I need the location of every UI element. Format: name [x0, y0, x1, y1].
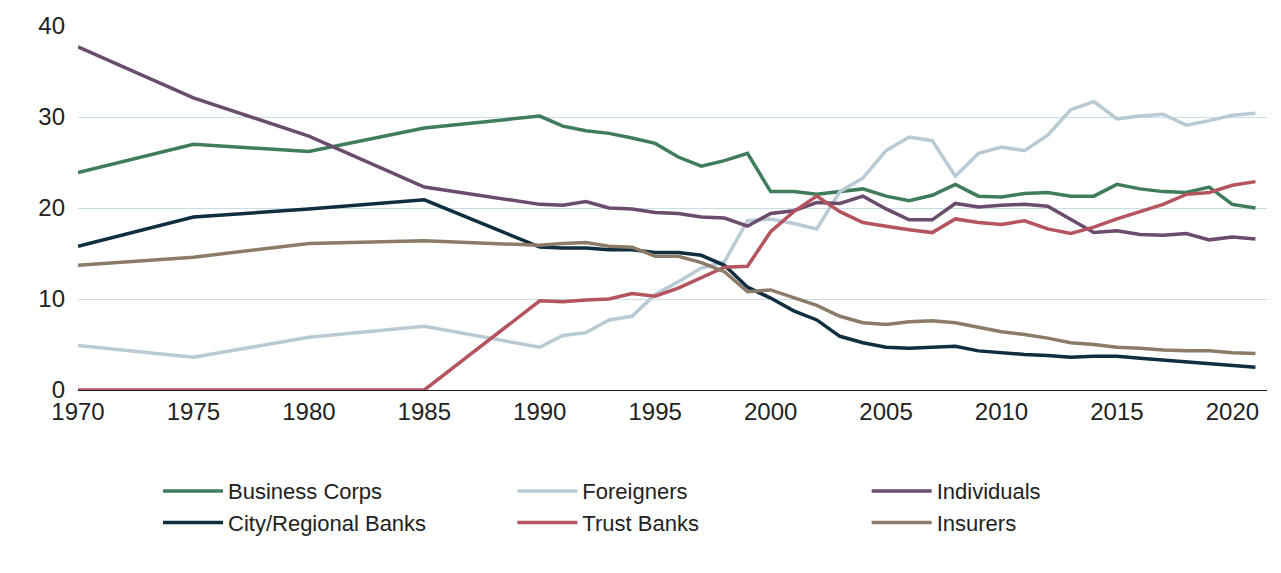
svg-text:1970: 1970 — [51, 398, 104, 425]
svg-text:1995: 1995 — [628, 398, 681, 425]
svg-text:1975: 1975 — [167, 398, 220, 425]
svg-text:1990: 1990 — [513, 398, 566, 425]
svg-text:Trust Banks: Trust Banks — [582, 511, 699, 536]
svg-text:0: 0 — [52, 376, 65, 403]
svg-text:20: 20 — [38, 194, 65, 221]
svg-text:2000: 2000 — [744, 398, 797, 425]
svg-text:2005: 2005 — [859, 398, 912, 425]
svg-text:1980: 1980 — [282, 398, 335, 425]
svg-text:2010: 2010 — [975, 398, 1028, 425]
svg-text:Insurers: Insurers — [937, 511, 1016, 536]
svg-text:30: 30 — [38, 103, 65, 130]
svg-text:2015: 2015 — [1090, 398, 1143, 425]
svg-text:40: 40 — [38, 12, 65, 39]
svg-text:Foreigners: Foreigners — [582, 479, 687, 504]
svg-text:Individuals: Individuals — [937, 479, 1041, 504]
svg-text:10: 10 — [38, 285, 65, 312]
svg-text:City/Regional Banks: City/Regional Banks — [228, 511, 426, 536]
svg-text:Business Corps: Business Corps — [228, 479, 382, 504]
svg-text:2020: 2020 — [1206, 398, 1259, 425]
svg-text:1985: 1985 — [398, 398, 451, 425]
